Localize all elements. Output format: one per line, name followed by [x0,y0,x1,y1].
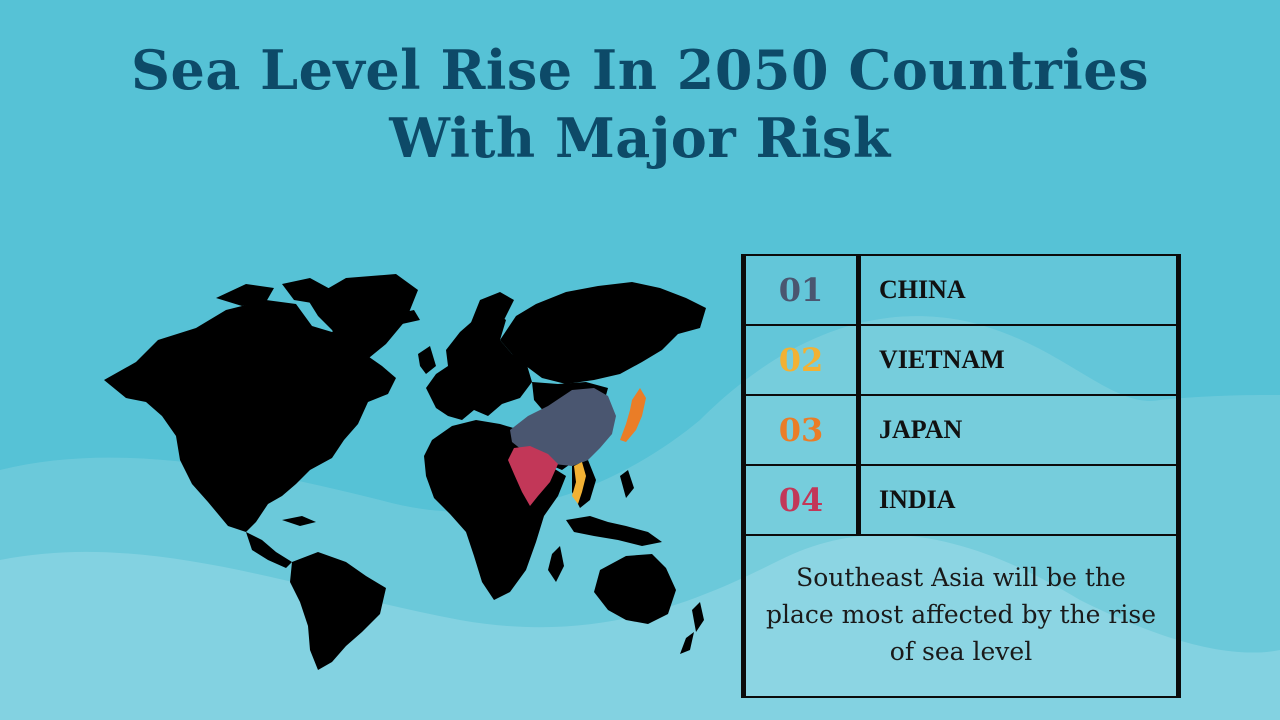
table-row: 02 VIETNAM [741,324,1181,396]
british-isles [418,346,436,374]
china-highlight [510,388,616,466]
country-ranking-table: 01 CHINA 02 VIETNAM 03 JAPAN 04 INDIA So… [741,254,1181,698]
central-america [246,532,292,568]
rank-number: 04 [741,464,861,536]
madagascar [548,546,564,582]
iceland [396,310,420,324]
rank-number: 02 [741,324,861,396]
rank-number: 03 [741,394,861,466]
rank-country: VIETNAM [857,324,1181,396]
caribbean [282,516,316,526]
title-line-2: With Major Risk [389,106,891,170]
table-note: Southeast Asia will be the place most af… [741,534,1181,698]
world-map [104,274,706,670]
vietnam-highlight [572,462,586,504]
page-title: Sea Level Rise In 2050 Countries With Ma… [0,36,1280,172]
indonesia [566,516,662,546]
arctic-islands [216,278,372,310]
europe [426,310,532,420]
table-row: Southeast Asia will be the place most af… [741,534,1181,698]
new-zealand [680,602,704,654]
scandinavia [468,292,514,340]
india-highlight [508,446,558,506]
south-america [290,552,386,670]
australia [594,554,676,624]
title-line-1: Sea Level Rise In 2050 Countries [130,38,1150,102]
rank-country: CHINA [857,254,1181,326]
greenland [308,274,418,362]
table-row: 03 JAPAN [741,394,1181,466]
table-row: 04 INDIA [741,464,1181,536]
rank-number: 01 [741,254,861,326]
philippines [620,470,634,498]
north-america [104,300,396,532]
japan-highlight [620,388,646,442]
rank-country: JAPAN [857,394,1181,466]
russia [500,282,706,384]
table-row: 01 CHINA [741,254,1181,326]
rank-country: INDIA [857,464,1181,536]
